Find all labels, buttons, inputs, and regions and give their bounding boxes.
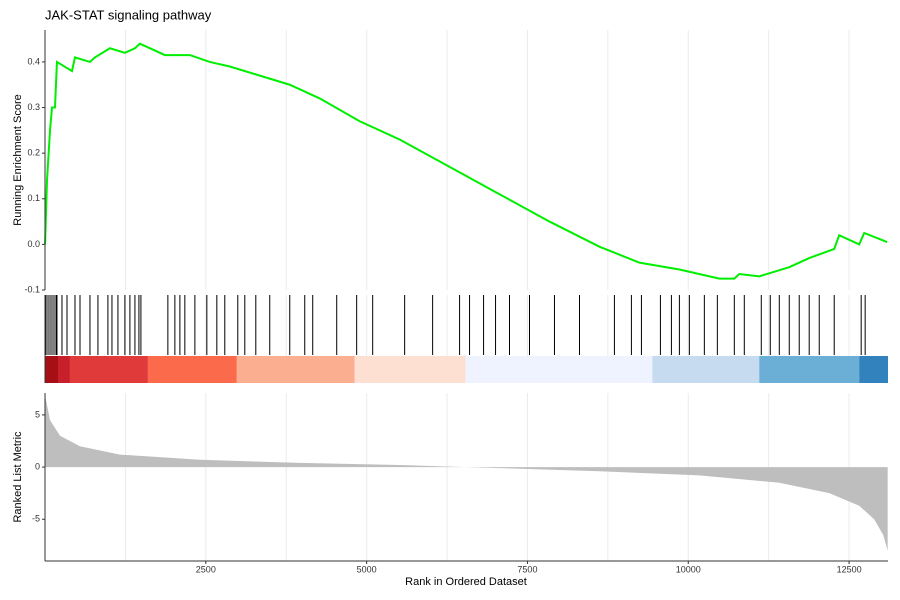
y-tick-label: 0.1 [27, 193, 40, 203]
chart-title: JAK-STAT signaling pathway [45, 7, 212, 22]
y-tick-label: 0.3 [27, 102, 40, 112]
x-tick-label: 7500 [517, 564, 537, 574]
x-tick-label: 2500 [196, 564, 216, 574]
color-band [859, 356, 888, 383]
y-tick-label: 0.2 [27, 148, 40, 158]
y-tick-label: -5 [32, 514, 40, 524]
color-band [236, 356, 355, 383]
y-tick-label: 0 [35, 461, 40, 471]
y-axis-label: Running Enrichment Score [12, 94, 24, 225]
y-tick-label: -0.1 [24, 284, 40, 294]
x-axis-label: Rank in Ordered Dataset [405, 576, 527, 588]
color-band [354, 356, 466, 383]
y-axis-label: Ranked List Metric [12, 431, 24, 523]
y-tick-label: 5 [35, 409, 40, 419]
x-tick-label: 10000 [676, 564, 701, 574]
color-band [465, 356, 653, 383]
color-band [759, 356, 860, 383]
color-band [57, 356, 70, 383]
color-band [147, 356, 237, 383]
enrichment-line [44, 42, 888, 280]
x-tick-label: 5000 [357, 564, 377, 574]
x-tick-label: 12500 [837, 564, 862, 574]
color-band [652, 356, 760, 383]
y-tick-label: 0.4 [27, 56, 40, 66]
metric-area [45, 395, 888, 551]
color-band [45, 356, 58, 383]
y-tick-label: 0.0 [27, 239, 40, 249]
color-band [69, 356, 148, 383]
